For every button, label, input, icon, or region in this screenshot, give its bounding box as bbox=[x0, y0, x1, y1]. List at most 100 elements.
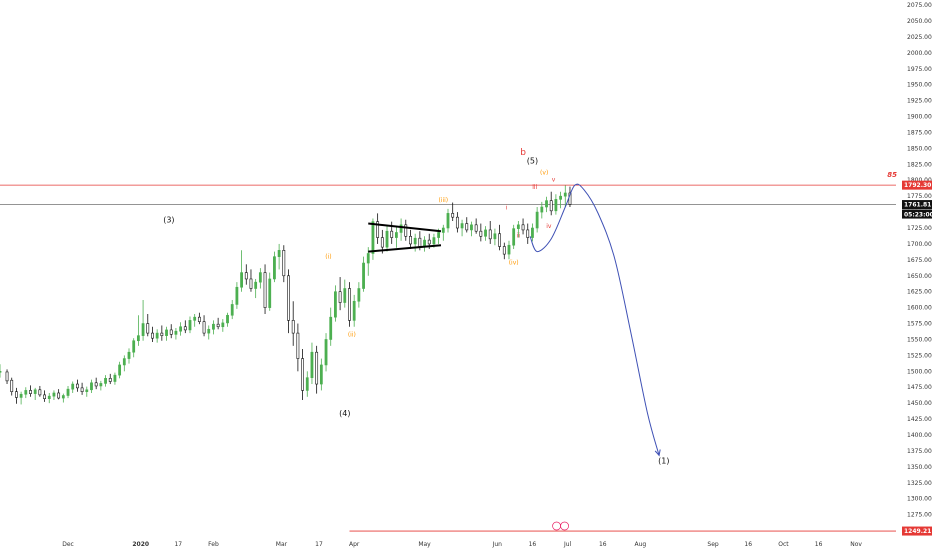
triangle-trendline[interactable] bbox=[368, 222, 442, 233]
candle-body bbox=[380, 237, 384, 248]
wave-label: (i) bbox=[325, 254, 331, 261]
candle-body bbox=[113, 374, 117, 382]
drawings[interactable] bbox=[368, 183, 661, 457]
candle-body bbox=[334, 291, 337, 318]
price-tick-label: 1625.00 bbox=[907, 289, 932, 296]
level-end-label: 85 bbox=[887, 171, 897, 179]
candle-body bbox=[254, 281, 258, 289]
time-tick-label: 16 bbox=[599, 541, 607, 548]
price-tick-label: 1375.00 bbox=[907, 448, 932, 455]
price-level-badge-label: 1792.30 bbox=[904, 182, 931, 189]
candle-body bbox=[5, 371, 9, 382]
wave-label: (iv) bbox=[509, 259, 519, 266]
candle-body bbox=[366, 253, 370, 264]
time-tick-label: Dec bbox=[62, 541, 74, 548]
projection-curve[interactable] bbox=[529, 183, 660, 456]
candle-body bbox=[76, 383, 79, 389]
wave-label: (ii) bbox=[348, 331, 356, 338]
wave-label: (1) bbox=[658, 457, 669, 466]
candle-body bbox=[455, 216, 459, 229]
time-tick-label: Mar bbox=[276, 541, 288, 548]
candle-body bbox=[207, 328, 211, 334]
us-flag-event-icon[interactable] bbox=[560, 521, 569, 531]
candle-body bbox=[465, 223, 469, 231]
triangle-trendline[interactable] bbox=[368, 244, 442, 253]
candle-body bbox=[132, 340, 136, 353]
candle-body bbox=[516, 224, 520, 229]
event-markers[interactable] bbox=[552, 521, 569, 531]
price-level-badge bbox=[902, 200, 932, 210]
candle-body bbox=[160, 332, 164, 336]
candle-body bbox=[146, 323, 150, 334]
candle-body bbox=[71, 383, 75, 390]
candle-body bbox=[226, 314, 229, 324]
candle-body bbox=[188, 320, 192, 331]
price-badges: 1792.30 1761.81 1249.21 05:23:00 85 bbox=[887, 171, 932, 536]
price-tick-label: 1475.00 bbox=[907, 384, 932, 391]
candle-body bbox=[90, 382, 93, 391]
candle-body bbox=[413, 237, 417, 245]
candle-body bbox=[357, 288, 361, 302]
time-tick-label: 17 bbox=[174, 541, 182, 548]
candle-body bbox=[33, 389, 37, 394]
candle-body bbox=[216, 323, 220, 328]
candle-body bbox=[371, 221, 375, 254]
price-level-badge bbox=[902, 180, 932, 190]
price-tick-label: 1425.00 bbox=[907, 416, 932, 423]
candle-body bbox=[151, 332, 154, 339]
wave-label: v bbox=[552, 177, 556, 184]
candle-body bbox=[451, 213, 455, 218]
candle-body bbox=[235, 286, 239, 305]
candle-body bbox=[155, 332, 159, 339]
price-tick-label: 1500.00 bbox=[907, 368, 932, 375]
wave-label: ii bbox=[517, 233, 521, 240]
candle-body bbox=[174, 330, 178, 335]
price-tick-label: 1700.00 bbox=[907, 241, 932, 248]
candle-body bbox=[29, 390, 32, 394]
wave-label: (4) bbox=[339, 409, 350, 418]
candle-body bbox=[47, 395, 51, 400]
candle-body bbox=[409, 235, 412, 245]
candle-body bbox=[324, 339, 328, 366]
candle-body bbox=[99, 383, 103, 387]
wave-label: b bbox=[520, 148, 526, 158]
candle-body bbox=[540, 206, 544, 213]
price-tick-label: 1300.00 bbox=[907, 496, 932, 503]
price-tick-label: 1525.00 bbox=[907, 352, 932, 359]
candle-body bbox=[52, 392, 56, 397]
candle-body bbox=[474, 224, 478, 232]
candle-body bbox=[310, 351, 314, 378]
price-tick-label: 1975.00 bbox=[907, 66, 932, 73]
candle-body bbox=[460, 223, 464, 229]
candle-body bbox=[545, 200, 548, 208]
time-tick-label: May bbox=[418, 541, 431, 548]
us-flag-event-icon[interactable] bbox=[552, 521, 561, 531]
time-tick-label: Oct bbox=[778, 541, 789, 548]
candle-body bbox=[169, 329, 173, 335]
candle-body bbox=[118, 364, 122, 376]
wave-label: iii bbox=[532, 184, 537, 191]
candle-body bbox=[488, 229, 492, 240]
candle-body bbox=[277, 250, 281, 257]
candle-body bbox=[559, 195, 562, 200]
candle-body bbox=[136, 335, 140, 342]
candle-body bbox=[470, 224, 473, 231]
candle-body bbox=[502, 246, 506, 255]
candle-body bbox=[258, 272, 262, 283]
candle-body bbox=[80, 387, 84, 392]
price-tick-label: 1775.00 bbox=[907, 193, 932, 200]
price-tick-label: 1450.00 bbox=[907, 400, 932, 407]
price-tick-label: 1675.00 bbox=[907, 257, 932, 264]
price-tick-label: 1400.00 bbox=[907, 432, 932, 439]
price-axis[interactable]: 2075.00 2050.00 2025.00 2000.00 1975.00 1950.… bbox=[907, 2, 932, 519]
candle-body bbox=[390, 230, 394, 238]
candle-body bbox=[305, 377, 309, 391]
candle-body bbox=[549, 200, 553, 212]
price-tick-label: 2050.00 bbox=[907, 18, 932, 25]
time-tick-label: 16 bbox=[529, 541, 537, 548]
candle-body bbox=[10, 379, 14, 392]
candle-body bbox=[479, 230, 483, 237]
horizontal-levels[interactable] bbox=[0, 184, 896, 532]
time-axis[interactable]: Dec 2020 17 Feb Mar 17 Apr May Jun 16 Jul 16 Aug Sep 1… bbox=[62, 541, 862, 548]
